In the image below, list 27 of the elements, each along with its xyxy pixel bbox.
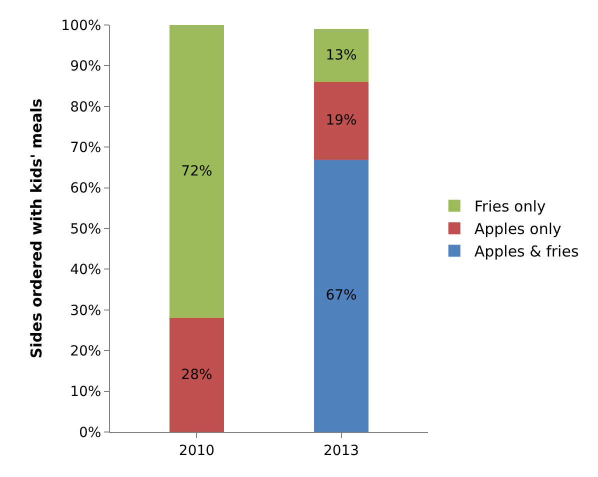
bar	[314, 29, 369, 82]
data-label: 13%	[326, 48, 357, 64]
data-label: 28%	[181, 367, 212, 384]
x-tick-label: 2013	[323, 442, 360, 459]
y-tick-label: 0%	[78, 424, 102, 441]
y-tick-label: 60%	[70, 180, 102, 197]
x-tick-label: 2010	[178, 442, 215, 459]
legend-label: Fries only	[474, 198, 546, 216]
y-tick-label: 50%	[70, 221, 102, 238]
y-tick-label: 20%	[70, 344, 102, 360]
y-tick-label: 40%	[70, 262, 102, 278]
y-tick-label: 100%	[61, 18, 102, 34]
bar	[169, 318, 224, 432]
y-tick-label: 80%	[70, 99, 102, 116]
y-tick-label: 30%	[70, 302, 102, 319]
data-label: 19%	[326, 112, 357, 129]
y-axis-title: Sides ordered with kids' meals	[27, 98, 46, 358]
y-tick-label: 70%	[70, 140, 102, 156]
y-tick-label: 10%	[70, 384, 102, 400]
bar	[314, 82, 369, 160]
bar	[169, 25, 224, 318]
bar	[314, 159, 369, 432]
data-label: 67%	[326, 288, 357, 304]
legend-label: Apples only	[474, 220, 562, 238]
y-tick-label: 90%	[70, 58, 102, 75]
data-label: 72%	[181, 164, 212, 180]
legend-label: Apples & fries	[474, 242, 579, 261]
